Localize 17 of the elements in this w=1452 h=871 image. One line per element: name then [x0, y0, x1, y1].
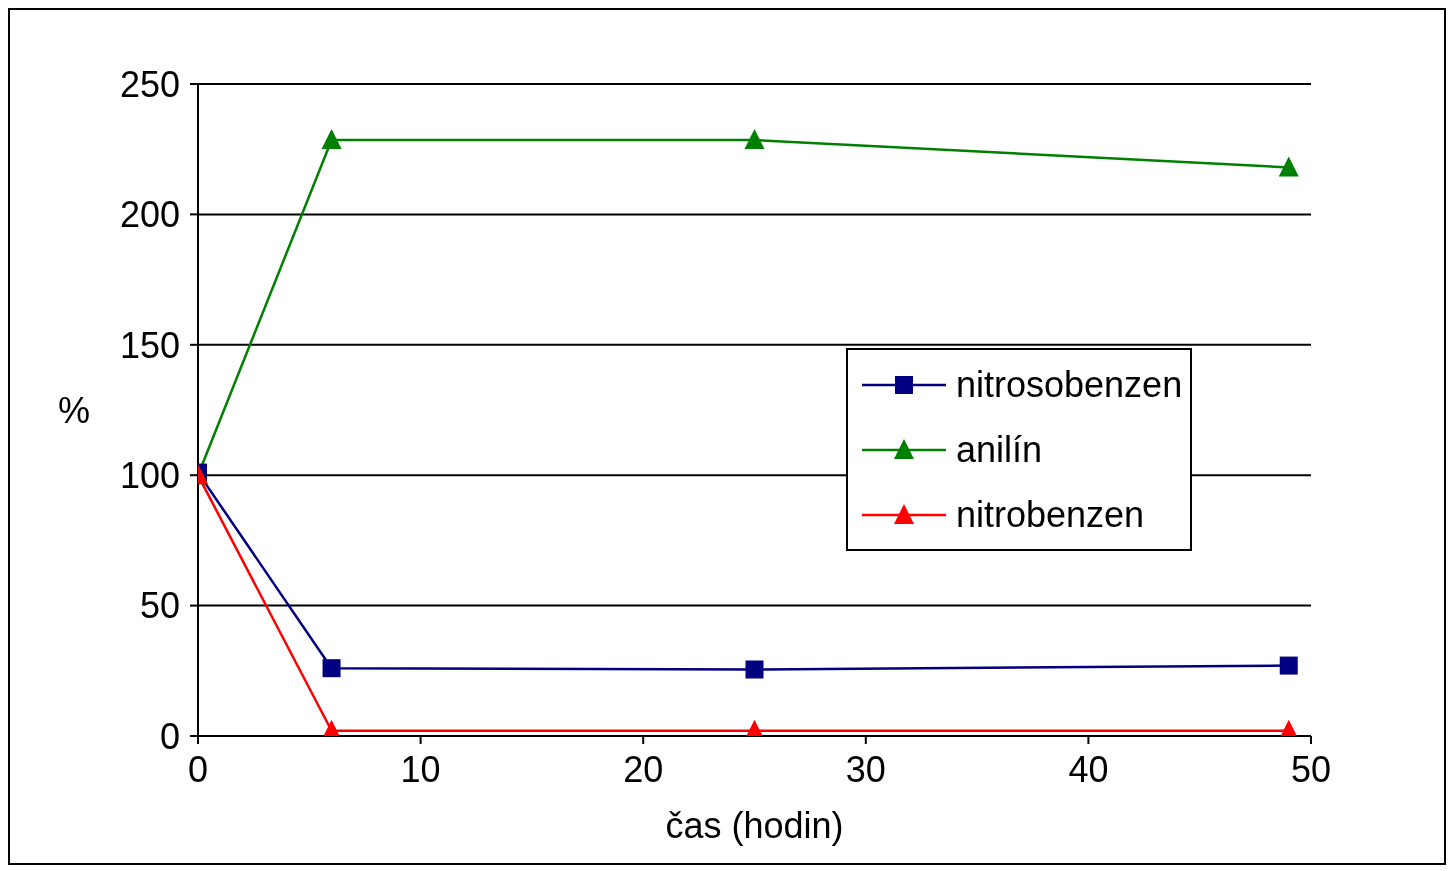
legend-label: anilín [956, 428, 1043, 471]
x-tick-label: 50 [1290, 748, 1332, 790]
x-axis-title: čas (hodin) [665, 805, 844, 846]
x-tick-label: 40 [1068, 748, 1109, 790]
y-tick-label: 200 [119, 194, 180, 236]
x-tick-label: 0 [187, 748, 209, 790]
x-tick-label: 20 [623, 748, 664, 790]
x-tick-label: 30 [845, 748, 886, 790]
legend-label: nitrobenzen [956, 493, 1145, 536]
y-tick-label: 250 [119, 63, 180, 105]
y-tick-label: 50 [139, 585, 180, 627]
y-tick-label: 0 [159, 715, 180, 757]
x-tick-label: 10 [400, 748, 441, 790]
y-axis-title: % [58, 389, 91, 431]
legend-label: nitrosobenzen [956, 363, 1183, 406]
y-tick-label: 100 [119, 454, 180, 496]
y-tick-label: 150 [119, 324, 180, 366]
